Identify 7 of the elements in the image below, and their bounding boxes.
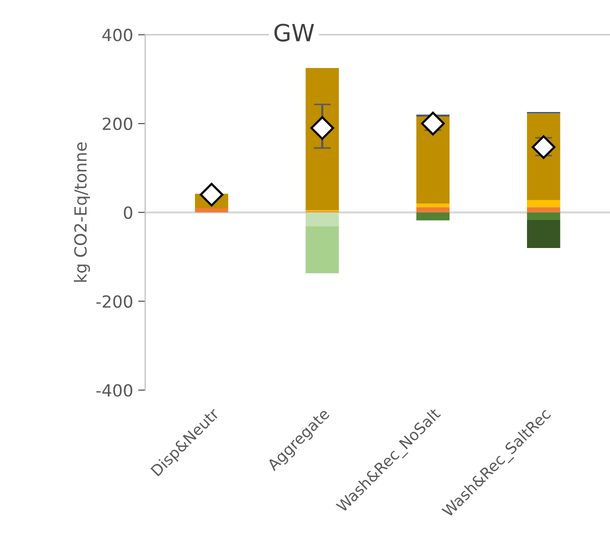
y-tick-label: -400 bbox=[96, 384, 132, 397]
y-axis-title: kg CO2-Eq/tonne bbox=[74, 142, 90, 282]
y-tick-label: 400 bbox=[102, 28, 132, 42]
y-tick-label: 0 bbox=[124, 206, 132, 219]
y-tick-label: -200 bbox=[96, 295, 132, 308]
y-tick-label: 200 bbox=[102, 118, 132, 130]
chart-title: GW bbox=[274, 24, 314, 42]
